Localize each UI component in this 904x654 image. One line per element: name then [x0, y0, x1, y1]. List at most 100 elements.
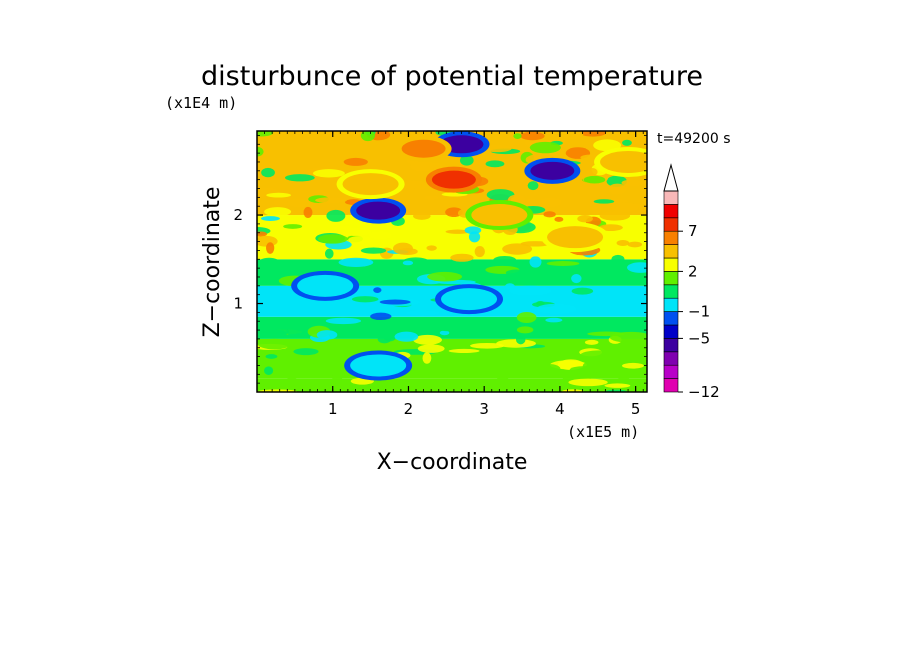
contour-patch [351, 296, 379, 303]
contour-patch [394, 331, 419, 342]
contour-patch [258, 257, 281, 269]
contour-patch [537, 363, 561, 375]
contour-patch [344, 214, 354, 225]
contour-patch [546, 261, 580, 266]
contour-patch [312, 169, 345, 178]
contour-patch [627, 241, 643, 248]
contour-patch [516, 312, 537, 323]
contour-patch [505, 269, 527, 277]
contour-patch [266, 192, 292, 198]
contour-patch [324, 248, 334, 259]
x-axis-label: X−coordinate [377, 450, 528, 475]
time-label: t=49200 s [657, 131, 731, 147]
contour-patch [448, 348, 480, 354]
contour-patch [611, 254, 625, 264]
contour-patch [316, 330, 338, 340]
chart-title: disturbunce of potential temperature [201, 61, 703, 92]
contour-patch [257, 146, 264, 157]
contour-patch [315, 197, 347, 204]
contour-patch [604, 383, 631, 388]
contour-patch [302, 262, 312, 272]
contour-patch [578, 317, 591, 324]
y-tick-label: 1 [233, 295, 243, 313]
contour-feature [401, 139, 446, 158]
contour-patch [508, 285, 552, 296]
x-tick-label: 5 [631, 400, 641, 418]
contour-patch [477, 386, 514, 392]
contour-patch [579, 131, 607, 137]
contour-patch [527, 181, 539, 191]
contour-patch [445, 229, 470, 234]
contour-patch [585, 317, 610, 325]
contour-patch [561, 131, 584, 140]
contour-feature [600, 150, 647, 173]
colorbar-swatch [663, 324, 679, 339]
contour-feature [471, 204, 528, 227]
contour-patch [536, 303, 577, 315]
contour-patch [450, 253, 474, 262]
contour-patch [502, 243, 533, 255]
contour-patch [407, 368, 429, 375]
contour-feature [431, 170, 476, 189]
y-tick-label: 2 [233, 206, 243, 224]
colorbar-swatch [663, 204, 679, 219]
contour-patch [266, 242, 275, 254]
contour-patch [568, 378, 608, 387]
contour-patch [433, 324, 470, 332]
contour-patch [482, 144, 512, 153]
contour-patch [409, 160, 436, 172]
contour-patch [293, 348, 319, 356]
contour-patch [338, 257, 374, 267]
contour-patch [529, 256, 542, 268]
colorbar-tick-label: 2 [688, 262, 698, 280]
colorbar-swatch [663, 338, 679, 353]
contour-patch [286, 324, 305, 337]
contour-patch [325, 317, 362, 325]
contour-patch [538, 197, 562, 208]
contour-patch [504, 283, 515, 290]
x-axis-ticks: 1 2 3 4 5 [264, 131, 644, 418]
contour-patch [622, 362, 644, 369]
contour-patch [379, 299, 411, 305]
plot-frame [256, 130, 648, 393]
contour-patch [488, 351, 519, 357]
colorbar-swatch [663, 257, 679, 272]
contour-patch [494, 377, 511, 389]
contour-patch [606, 175, 627, 187]
colorbar-swatch [663, 351, 679, 366]
contour-patch [257, 266, 298, 275]
colorbar-tick-label: −1 [688, 303, 710, 321]
contour-patch [608, 183, 627, 195]
contour-patch [370, 312, 392, 321]
y-axis-ticks: 12 [233, 135, 647, 384]
contour-patch [496, 339, 537, 348]
contour-patch [373, 287, 382, 294]
contour-patch [417, 344, 445, 353]
contour-patch [459, 155, 474, 166]
contour-patch [265, 354, 278, 359]
contour-patch [598, 224, 623, 231]
contour-patch [616, 373, 631, 381]
contour-patch [520, 131, 545, 141]
contour-patch [303, 206, 313, 219]
contour-patch [402, 260, 414, 266]
colorbar-swatch [663, 378, 679, 393]
contour-patch [273, 198, 292, 207]
contour-patch [599, 211, 631, 221]
contour-feature [356, 201, 401, 220]
contour-patch [368, 231, 392, 240]
contour-patch [616, 240, 630, 246]
contour-patch [305, 358, 315, 365]
colorbar-swatch [663, 364, 679, 379]
contour-patch [426, 245, 437, 251]
contour-patch [424, 195, 439, 201]
contour-patch [545, 317, 563, 323]
contour-patch [474, 245, 485, 258]
contour-patch [622, 139, 632, 146]
contour-feature [342, 173, 399, 196]
contour-patch [593, 199, 615, 204]
colorbar-swatch [663, 244, 679, 259]
contour-patch [492, 255, 517, 265]
contour-patch [554, 216, 564, 222]
colorbar-swatch [663, 311, 679, 326]
